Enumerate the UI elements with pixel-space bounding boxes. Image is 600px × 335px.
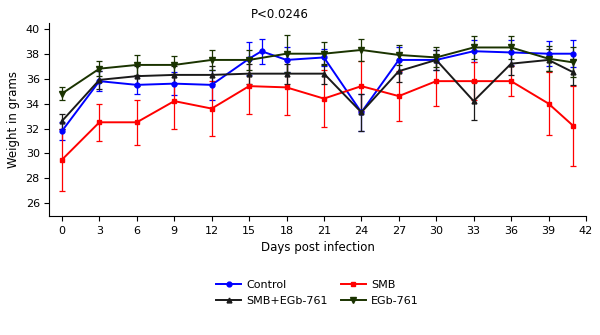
Y-axis label: Weight in grams: Weight in grams xyxy=(7,71,20,168)
X-axis label: Days post infection: Days post infection xyxy=(261,241,374,254)
Text: P<0.0246: P<0.0246 xyxy=(251,8,309,20)
Legend: Control, SMB+EGb-761, SMB, EGb-761: Control, SMB+EGb-761, SMB, EGb-761 xyxy=(212,275,424,310)
